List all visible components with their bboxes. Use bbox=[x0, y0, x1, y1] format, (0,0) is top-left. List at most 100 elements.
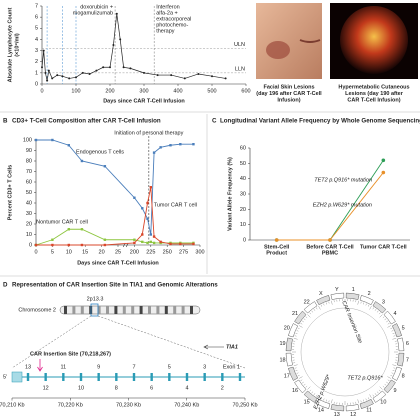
circos-tick bbox=[382, 316, 385, 318]
chromosome-number: 9 bbox=[393, 388, 396, 394]
exon bbox=[44, 373, 47, 381]
chromosome-band bbox=[97, 306, 101, 314]
x-tick-label: 200 bbox=[105, 88, 114, 94]
circos-tick bbox=[297, 375, 300, 377]
circos-label: TET2 p.Q916* bbox=[347, 375, 383, 381]
circos-tick bbox=[295, 332, 298, 334]
circos-tick bbox=[296, 372, 299, 374]
data-point bbox=[112, 44, 115, 46]
circos-tick bbox=[387, 323, 390, 325]
exon-label: 9 bbox=[97, 364, 100, 370]
y-tick-label: 30 bbox=[240, 191, 246, 197]
chromosome-arc bbox=[294, 379, 307, 394]
chromosome-number: 13 bbox=[334, 412, 340, 418]
circos-tick bbox=[386, 381, 388, 384]
y-tick-label: 10 bbox=[26, 232, 32, 238]
data-point bbox=[51, 243, 54, 247]
circos-tick bbox=[294, 367, 297, 369]
chromosome-number: 12 bbox=[350, 412, 356, 418]
circos-tick bbox=[309, 312, 311, 315]
therapy-label: mogamulizumab bbox=[73, 10, 113, 16]
x-tick-label: 250 bbox=[163, 249, 172, 255]
y-tick-label: 1 bbox=[35, 70, 38, 76]
circos-tick bbox=[392, 338, 397, 340]
data-point bbox=[80, 159, 84, 163]
circos-tick bbox=[363, 302, 365, 305]
circos-tick bbox=[392, 364, 397, 366]
y-tick-label: 70 bbox=[26, 169, 32, 175]
circos-tick bbox=[390, 327, 393, 329]
photo-caption: Hypermetabolic Cutaneous bbox=[338, 84, 409, 90]
chromosome-arc bbox=[359, 295, 374, 305]
circos-tick bbox=[316, 307, 318, 310]
chromosome-arc bbox=[397, 352, 405, 367]
circos-tick bbox=[320, 304, 322, 307]
data-point bbox=[152, 151, 156, 154]
gene-label: TIA1 bbox=[226, 344, 238, 350]
chromosome-arc bbox=[303, 390, 318, 403]
chromosome-band bbox=[122, 306, 126, 314]
x-axis-label: Days since CAR T-Cell Infusion bbox=[77, 260, 159, 266]
circos-tick bbox=[387, 325, 391, 328]
y-tick-label: 50 bbox=[26, 190, 32, 196]
inner-ring bbox=[300, 307, 390, 397]
exon-label: 7 bbox=[132, 364, 135, 370]
data-point bbox=[141, 207, 144, 210]
exon bbox=[26, 373, 30, 381]
x-tick-label: 200 bbox=[130, 249, 139, 255]
circos-tick bbox=[372, 394, 374, 397]
y-tick-label: 0 bbox=[29, 242, 32, 248]
y-tick-label: 20 bbox=[26, 221, 32, 227]
x-tick-label: 225 bbox=[146, 249, 155, 255]
reference-label: ULN bbox=[234, 42, 245, 48]
chromosome-number: 21 bbox=[292, 311, 298, 317]
chromosome-arc bbox=[285, 352, 293, 367]
therapy-label: photochemo- bbox=[156, 22, 188, 28]
data-point bbox=[80, 243, 84, 247]
data-point bbox=[152, 235, 156, 238]
data-point bbox=[146, 241, 149, 245]
chromosome-number: 10 bbox=[380, 399, 386, 405]
data-point bbox=[141, 233, 144, 236]
pet-scan bbox=[340, 6, 408, 74]
data-point bbox=[141, 240, 144, 244]
circos-tick bbox=[294, 335, 297, 337]
exon-label: 11 bbox=[60, 364, 66, 370]
data-point bbox=[274, 238, 279, 242]
y-tick-label: 7 bbox=[35, 3, 38, 9]
chromosome-band bbox=[173, 306, 177, 314]
chromosome-band bbox=[131, 306, 135, 314]
circos-tick bbox=[393, 335, 396, 337]
circos-tick bbox=[393, 367, 396, 369]
y-tick-label: 60 bbox=[240, 145, 246, 151]
data-point bbox=[381, 158, 386, 163]
five-prime: 5' bbox=[3, 374, 7, 380]
chromosome-arc bbox=[316, 295, 331, 305]
chromosome-arc bbox=[285, 337, 293, 352]
x-tick-label: 25 bbox=[115, 249, 121, 255]
genome-tick-label: 70,210 Kb bbox=[0, 402, 25, 408]
data-point bbox=[67, 243, 70, 247]
utr bbox=[11, 371, 23, 383]
data-point bbox=[133, 196, 136, 199]
chromosome-number: 11 bbox=[366, 408, 372, 414]
circos-tick bbox=[311, 310, 314, 313]
x-tick-label: 500 bbox=[207, 88, 216, 94]
circos-tick bbox=[318, 394, 321, 398]
y-tick-label: 40 bbox=[26, 200, 32, 206]
exon-label: 10 bbox=[78, 385, 84, 391]
data-point bbox=[34, 243, 38, 247]
x-tick-label: Stem-Cell bbox=[264, 244, 290, 250]
y-tick-label: 3 bbox=[35, 48, 38, 54]
zoom-lines bbox=[11, 315, 246, 369]
y-tick-label: 90 bbox=[26, 148, 32, 154]
circos-tick bbox=[365, 398, 367, 401]
data-point bbox=[156, 74, 159, 77]
circos-tick bbox=[368, 304, 370, 307]
chromosome-band bbox=[64, 306, 67, 314]
exon-label: 13 bbox=[25, 364, 31, 370]
data-point bbox=[149, 186, 152, 189]
y-axis-label: Percent CD3+ T Cells bbox=[7, 165, 13, 220]
circos-tick bbox=[325, 399, 327, 402]
circos-tick bbox=[387, 376, 391, 379]
